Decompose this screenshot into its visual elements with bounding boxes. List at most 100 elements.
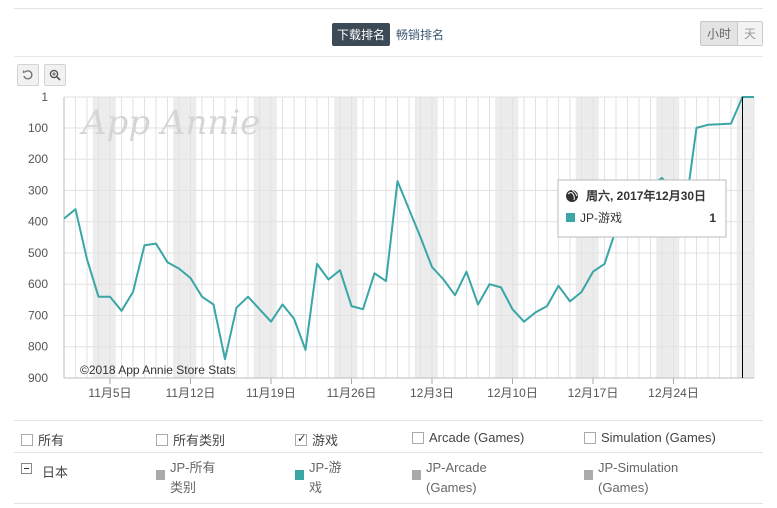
data-point bbox=[190, 277, 192, 279]
x-tick-label: 12月10日 bbox=[487, 386, 538, 400]
watermark: App Annie bbox=[79, 103, 260, 143]
checkbox-box-checked[interactable] bbox=[295, 432, 307, 446]
data-point bbox=[121, 310, 123, 312]
series-label: JP-Arcade (Games) bbox=[426, 460, 487, 495]
data-point bbox=[420, 236, 422, 238]
data-point bbox=[569, 300, 571, 302]
period-toggle: 小时 天 bbox=[700, 21, 764, 46]
collapse-region-button[interactable] bbox=[21, 463, 32, 474]
tab-downloads[interactable]: 下载排名 bbox=[332, 23, 391, 46]
data-point bbox=[270, 321, 272, 323]
series-label: JP-所有 类别 bbox=[170, 460, 216, 495]
x-tick-label: 11月19日 bbox=[246, 386, 296, 400]
data-point bbox=[305, 349, 307, 351]
legend-divider-top bbox=[14, 420, 763, 421]
y-tick-label: 800 bbox=[28, 340, 48, 354]
data-point bbox=[236, 307, 238, 309]
data-point bbox=[109, 296, 111, 298]
data-point bbox=[523, 321, 525, 323]
weekend-band bbox=[736, 97, 754, 378]
data-point bbox=[431, 266, 433, 268]
header-divider bbox=[14, 56, 763, 57]
series-label: JP-Simulation (Games) bbox=[598, 460, 679, 495]
y-tick-label: 900 bbox=[28, 371, 48, 385]
data-point bbox=[75, 208, 77, 210]
checkbox-box[interactable] bbox=[21, 433, 33, 446]
y-tick-label: 100 bbox=[28, 121, 48, 135]
legend-series-simulation[interactable]: JP-Simulation (Games) bbox=[584, 458, 678, 498]
tab-grossing[interactable]: 畅销排名 bbox=[396, 28, 445, 42]
data-point bbox=[397, 180, 399, 182]
series-swatch bbox=[412, 470, 421, 480]
series-swatch bbox=[156, 470, 165, 480]
reset-zoom-button[interactable] bbox=[17, 64, 39, 86]
tooltip-value: 1 bbox=[709, 211, 716, 225]
y-tick-label: 1 bbox=[41, 90, 48, 104]
legend-series-all-categories[interactable]: JP-所有 类别 bbox=[156, 458, 216, 498]
data-point bbox=[581, 291, 583, 293]
checkbox-all[interactable]: 所有 bbox=[21, 430, 64, 449]
data-point bbox=[707, 124, 709, 126]
legend-divider-bottom bbox=[14, 503, 763, 504]
copyright-text: ©2018 App Annie Store Stats bbox=[80, 363, 236, 377]
period-hour-button[interactable]: 小时 bbox=[701, 22, 739, 45]
data-point bbox=[316, 263, 318, 265]
data-point bbox=[512, 308, 514, 310]
x-tick-label: 12月3日 bbox=[410, 386, 454, 400]
data-point bbox=[178, 268, 180, 270]
data-point bbox=[132, 291, 134, 293]
data-point bbox=[362, 308, 364, 310]
region-label: 日本 bbox=[42, 465, 69, 480]
checkbox-games[interactable]: 游戏 bbox=[295, 430, 338, 449]
data-point bbox=[558, 285, 560, 287]
data-point bbox=[466, 271, 468, 273]
globe-icon bbox=[566, 190, 578, 202]
x-tick-label: 12月24日 bbox=[648, 386, 699, 400]
data-point bbox=[351, 305, 353, 307]
x-tick-label: 11月12日 bbox=[166, 386, 216, 400]
data-point bbox=[167, 261, 169, 263]
y-tick-label: 300 bbox=[28, 183, 48, 197]
data-point bbox=[224, 358, 226, 360]
series-swatch bbox=[584, 470, 593, 480]
data-point bbox=[477, 304, 479, 306]
x-tick-label: 11月5日 bbox=[88, 386, 131, 400]
y-tick-label: 500 bbox=[28, 246, 48, 260]
zoom-in-icon bbox=[49, 69, 61, 81]
legend-series-arcade[interactable]: JP-Arcade (Games) bbox=[412, 458, 487, 498]
zoom-button[interactable] bbox=[44, 64, 66, 86]
data-point bbox=[144, 244, 146, 246]
data-point bbox=[408, 208, 410, 210]
data-point bbox=[730, 123, 732, 125]
checkbox-label: 所有 bbox=[38, 433, 65, 448]
checkbox-box[interactable] bbox=[156, 433, 168, 446]
chart-tooltip: 周六, 2017年12月30日 JP-游戏 1 bbox=[557, 179, 727, 238]
top-divider bbox=[14, 8, 763, 9]
y-tick-label: 200 bbox=[28, 152, 48, 166]
period-day-button[interactable]: 天 bbox=[738, 22, 763, 45]
checkbox-box[interactable] bbox=[412, 431, 424, 444]
ranking-type-tabs: 下载排名 畅销排名 bbox=[332, 23, 450, 46]
series-swatch bbox=[295, 470, 304, 480]
y-tick-label: 600 bbox=[28, 277, 48, 291]
data-point bbox=[247, 296, 249, 298]
checkbox-label: 所有类别 bbox=[173, 433, 226, 448]
checkbox-simulation[interactable]: Simulation (Games) bbox=[584, 430, 716, 445]
data-point bbox=[489, 283, 491, 285]
x-tick-label: 11月26日 bbox=[327, 386, 377, 400]
checkbox-box[interactable] bbox=[584, 431, 596, 444]
checkbox-label: Simulation (Games) bbox=[601, 430, 716, 445]
data-point bbox=[339, 269, 341, 271]
x-tick-label: 12月17日 bbox=[568, 386, 619, 400]
checkbox-label: Arcade (Games) bbox=[429, 430, 525, 445]
legend-series-games[interactable]: JP-游戏 bbox=[295, 458, 342, 498]
tooltip-swatch bbox=[566, 213, 575, 222]
data-point bbox=[328, 279, 330, 281]
globe-icon-detail bbox=[567, 189, 578, 201]
checkbox-arcade[interactable]: Arcade (Games) bbox=[412, 430, 524, 445]
data-point bbox=[592, 271, 594, 273]
series-label: JP-游戏 bbox=[309, 460, 342, 495]
checkbox-all-categories[interactable]: 所有类别 bbox=[156, 430, 225, 449]
data-point bbox=[282, 304, 284, 306]
data-point bbox=[604, 263, 606, 265]
